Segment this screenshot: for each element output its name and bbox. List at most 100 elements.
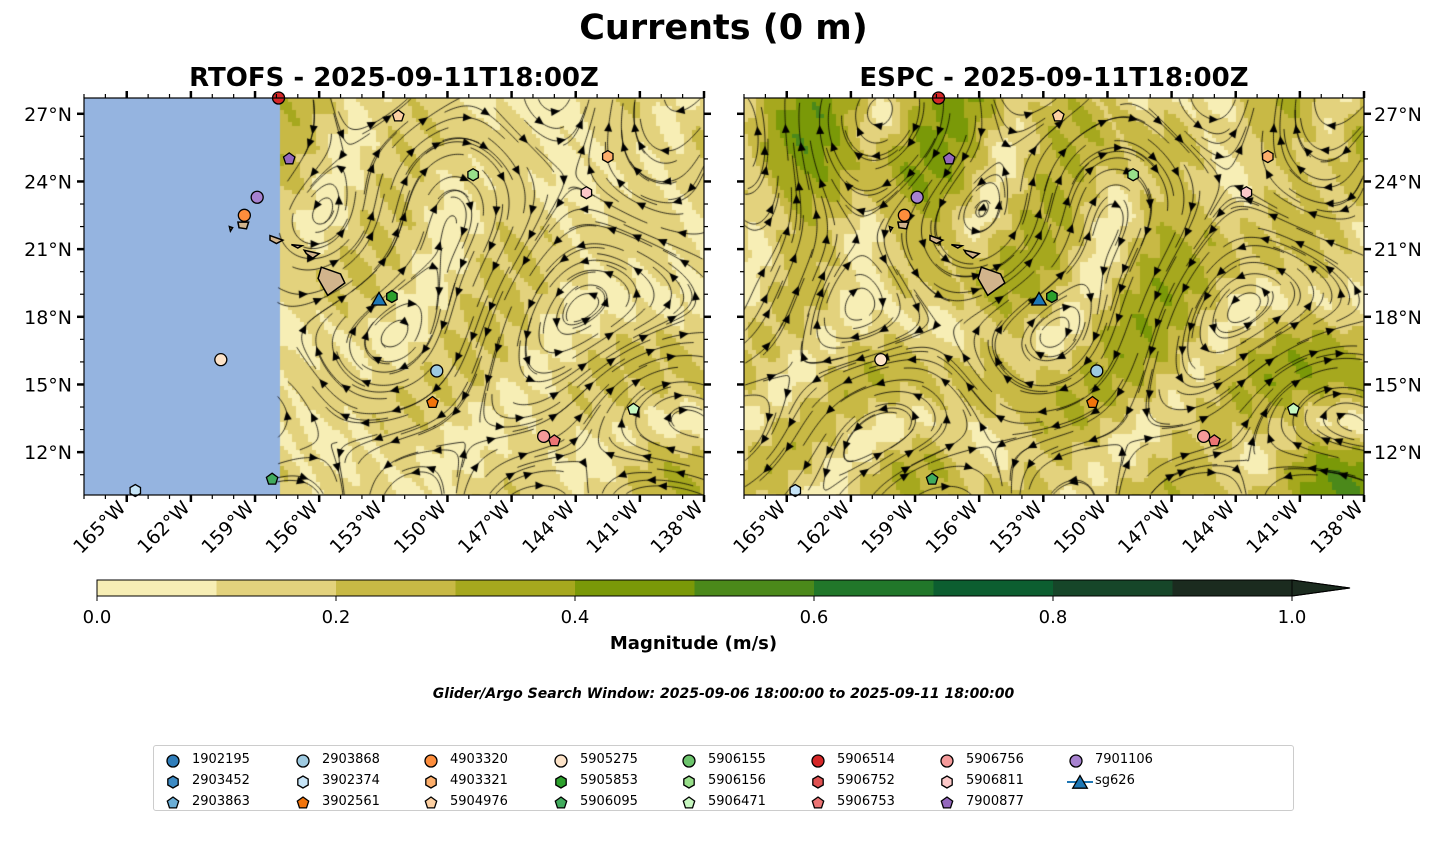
platform-marker-7901106: [250, 190, 264, 204]
pentagon-marker-icon: [424, 796, 438, 809]
platform-marker-5906156: [467, 167, 479, 182]
legend-label: 7900877: [966, 794, 1024, 809]
legend-label: 2903868: [322, 752, 380, 767]
rtofs-overlay: 165°W 162°W 159°W 156°W 153°W 150°W 147°W 144°W…: [24, 91, 711, 558]
platform-marker-5905853: [1046, 289, 1058, 304]
figure-title: Currents (0 m): [579, 8, 868, 48]
pentagon-marker-icon: [940, 796, 954, 809]
island: [302, 249, 321, 260]
hexagon-marker-icon: [297, 775, 309, 789]
platform-marker-4903321: [1261, 149, 1274, 164]
legend-label: 5906156: [708, 773, 766, 788]
hexagon-marker-icon: [167, 775, 179, 789]
platform-marker-7900877: [942, 152, 956, 165]
legend-label: 7901106: [1095, 752, 1153, 767]
legend-label: 3902374: [322, 773, 380, 788]
colorbar-label: Magnitude (m/s): [609, 633, 778, 654]
lon-tick-label: 150°W: [1050, 497, 1111, 558]
colorbar-bin: [933, 580, 1054, 596]
legend-label: 5906753: [837, 794, 895, 809]
platform-marker-5906753: [1207, 434, 1221, 447]
lat-tick-label: 27°N: [24, 104, 72, 126]
colorbar-bin: [97, 580, 217, 596]
lat-tick-label: 27°N: [1374, 104, 1422, 126]
rtofs-panel-title: RTOFS - 2025-09-11T18:00Z: [189, 63, 599, 93]
lon-tick-label: 144°W: [1178, 497, 1239, 558]
circle-marker-icon: [296, 754, 310, 768]
legend-label: 5906514: [837, 752, 895, 767]
lat-tick-label: 21°N: [24, 239, 72, 261]
platform-marker-2903868: [1090, 364, 1104, 378]
triangle-marker-icon: [1067, 774, 1093, 789]
lon-tick-label: 153°W: [986, 497, 1047, 558]
platform-marker-sg626: [1030, 291, 1048, 306]
lon-tick-label: 147°W: [1114, 497, 1175, 558]
platform-marker-7901106: [910, 190, 924, 204]
platform-marker-5906095: [265, 472, 279, 485]
legend-label: 5906752: [837, 773, 895, 788]
island: [228, 225, 234, 233]
island: [929, 234, 945, 245]
search-window-text: Glider/Argo Search Window: 2025-09-06 18…: [432, 686, 1015, 702]
hexagon-marker-icon: [425, 775, 437, 789]
island: [237, 221, 250, 230]
lon-tick-label: 153°W: [326, 497, 387, 558]
platform-marker-5906156: [1127, 167, 1139, 182]
legend-label: 5905853: [580, 773, 638, 788]
pentagon-marker-icon: [296, 796, 310, 809]
lon-tick-label: 150°W: [390, 497, 451, 558]
platform-marker-5905275: [874, 353, 888, 367]
legend-label: 4903321: [450, 773, 508, 788]
circle-marker-icon: [166, 754, 180, 768]
lon-tick-label: 159°W: [197, 497, 258, 558]
lon-tick-label: 165°W: [69, 497, 130, 558]
hexagon-marker-icon: [812, 775, 824, 789]
colorbar: 0.0 0.2 0.4 0.6 0.8 1.0: [83, 579, 1351, 628]
island: [317, 266, 346, 297]
legend-label: 5906811: [966, 773, 1024, 788]
colorbar-outline: [96, 579, 1351, 597]
circle-marker-icon: [1069, 754, 1083, 768]
platform-marker-sg626: [370, 291, 388, 306]
circle-marker-icon: [554, 754, 568, 768]
rtofs-frame: [83, 97, 705, 496]
platform-marker-4903320: [897, 208, 911, 222]
colorbar-bin: [455, 580, 576, 596]
colorbar-bin: [216, 580, 337, 596]
lon-tick-label: 156°W: [261, 497, 322, 558]
pentagon-marker-icon: [554, 796, 568, 809]
hexagon-marker-icon: [555, 775, 567, 789]
lon-tick-label: 138°W: [1306, 497, 1367, 558]
platform-marker-5906753: [547, 434, 561, 447]
colorbar-bin: [336, 580, 456, 596]
pentagon-marker-icon: [166, 796, 180, 809]
colorbar-bin: [814, 580, 934, 596]
island: [269, 234, 285, 245]
circle-marker-icon: [424, 754, 438, 768]
legend-label: 3902561: [322, 794, 380, 809]
island: [291, 243, 305, 249]
legend-label: sg626: [1095, 773, 1135, 788]
legend-label: 5904976: [450, 794, 508, 809]
lon-tick-label: 156°W: [921, 497, 982, 558]
lon-tick-label: 162°W: [793, 497, 854, 558]
colorbar-tick-label: 0.4: [561, 607, 590, 628]
legend-label: 5906095: [580, 794, 638, 809]
circle-marker-icon: [811, 754, 825, 768]
colorbar-bin: [575, 580, 695, 596]
pentagon-marker-icon: [811, 796, 825, 809]
legend-label: 5906471: [708, 794, 766, 809]
colorbar-tick-label: 1.0: [1278, 607, 1307, 628]
island: [888, 225, 894, 233]
colorbar-tick-label: 0.0: [83, 607, 112, 628]
platform-marker-5906811: [580, 185, 593, 200]
legend-label: 2903863: [192, 794, 250, 809]
lat-tick-label: 18°N: [1374, 307, 1422, 329]
platform-marker-3902561: [1086, 395, 1099, 409]
platform-marker-2903868: [430, 364, 444, 378]
lon-tick-label: 162°W: [133, 497, 194, 558]
espc-overlay: 165°W 162°W 159°W 156°W 153°W 150°W 147°W 144°W…: [729, 91, 1422, 558]
legend-label: 5905275: [580, 752, 638, 767]
legend-label: 2903452: [192, 773, 250, 788]
platform-marker-5905853: [386, 289, 398, 304]
